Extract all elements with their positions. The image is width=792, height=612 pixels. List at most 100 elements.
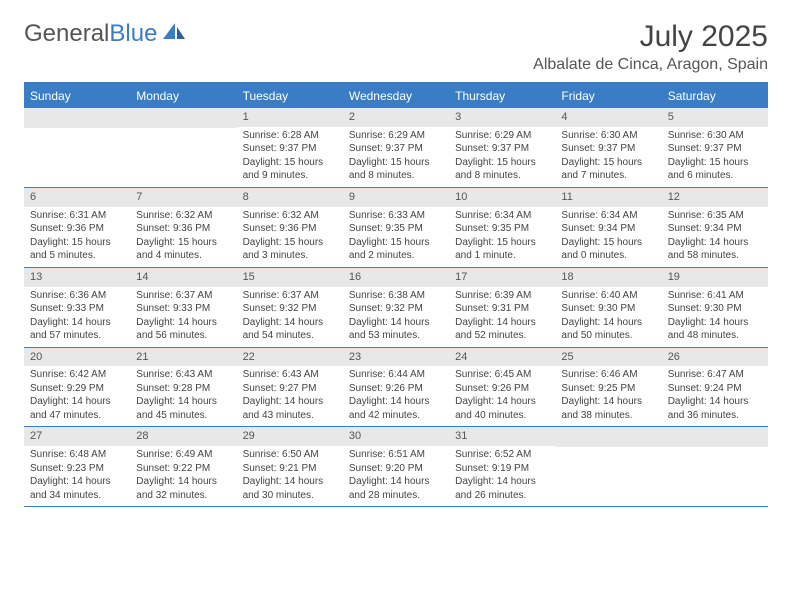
day-cell: 9Sunrise: 6:33 AMSunset: 9:35 PMDaylight… [343,188,449,267]
day-cell: 23Sunrise: 6:44 AMSunset: 9:26 PMDayligh… [343,348,449,427]
day-number: 25 [555,348,661,367]
day-cell: 3Sunrise: 6:29 AMSunset: 9:37 PMDaylight… [449,108,555,187]
day-cell: 22Sunrise: 6:43 AMSunset: 9:27 PMDayligh… [237,348,343,427]
day-number: 31 [449,427,555,446]
day-number: 19 [662,268,768,287]
daylight-text: Daylight: 15 hours and 2 minutes. [349,236,443,263]
sunset-text: Sunset: 9:26 PM [455,382,549,396]
sunset-text: Sunset: 9:25 PM [561,382,655,396]
day-number: 4 [555,108,661,127]
daylight-text: Daylight: 14 hours and 45 minutes. [136,395,230,422]
day-cell: 24Sunrise: 6:45 AMSunset: 9:26 PMDayligh… [449,348,555,427]
day-number: 13 [24,268,130,287]
day-cell: 27Sunrise: 6:48 AMSunset: 9:23 PMDayligh… [24,427,130,506]
day-body: Sunrise: 6:47 AMSunset: 9:24 PMDaylight:… [662,366,768,426]
sunset-text: Sunset: 9:37 PM [668,142,762,156]
sail-icon [161,20,187,48]
daylight-text: Daylight: 15 hours and 8 minutes. [349,156,443,183]
sunrise-text: Sunrise: 6:40 AM [561,289,655,303]
day-number: 6 [24,188,130,207]
sunset-text: Sunset: 9:23 PM [30,462,124,476]
daylight-text: Daylight: 14 hours and 52 minutes. [455,316,549,343]
daylight-text: Daylight: 14 hours and 50 minutes. [561,316,655,343]
day-body: Sunrise: 6:28 AMSunset: 9:37 PMDaylight:… [237,127,343,187]
day-cell: 21Sunrise: 6:43 AMSunset: 9:28 PMDayligh… [130,348,236,427]
day-number: 17 [449,268,555,287]
sunset-text: Sunset: 9:33 PM [136,302,230,316]
day-body: Sunrise: 6:30 AMSunset: 9:37 PMDaylight:… [662,127,768,187]
day-cell: 7Sunrise: 6:32 AMSunset: 9:36 PMDaylight… [130,188,236,267]
day-number: 22 [237,348,343,367]
daylight-text: Daylight: 14 hours and 32 minutes. [136,475,230,502]
day-body: Sunrise: 6:32 AMSunset: 9:36 PMDaylight:… [237,207,343,267]
day-number: 7 [130,188,236,207]
day-number: 14 [130,268,236,287]
sunrise-text: Sunrise: 6:34 AM [455,209,549,223]
day-number: 9 [343,188,449,207]
daylight-text: Daylight: 14 hours and 57 minutes. [30,316,124,343]
day-cell: 1Sunrise: 6:28 AMSunset: 9:37 PMDaylight… [237,108,343,187]
daylight-text: Daylight: 14 hours and 30 minutes. [243,475,337,502]
day-number: 24 [449,348,555,367]
day-number: 8 [237,188,343,207]
sunrise-text: Sunrise: 6:42 AM [30,368,124,382]
day-header-tue: Tuesday [237,84,343,108]
day-body: Sunrise: 6:33 AMSunset: 9:35 PMDaylight:… [343,207,449,267]
day-body: Sunrise: 6:37 AMSunset: 9:32 PMDaylight:… [237,287,343,347]
daylight-text: Daylight: 15 hours and 3 minutes. [243,236,337,263]
day-body: Sunrise: 6:29 AMSunset: 9:37 PMDaylight:… [343,127,449,187]
day-number: 16 [343,268,449,287]
daylight-text: Daylight: 14 hours and 40 minutes. [455,395,549,422]
day-body: Sunrise: 6:40 AMSunset: 9:30 PMDaylight:… [555,287,661,347]
day-body: Sunrise: 6:52 AMSunset: 9:19 PMDaylight:… [449,446,555,506]
day-cell: 26Sunrise: 6:47 AMSunset: 9:24 PMDayligh… [662,348,768,427]
sunset-text: Sunset: 9:35 PM [455,222,549,236]
day-header-row: Sunday Monday Tuesday Wednesday Thursday… [24,84,768,108]
day-cell: 25Sunrise: 6:46 AMSunset: 9:25 PMDayligh… [555,348,661,427]
sunset-text: Sunset: 9:22 PM [136,462,230,476]
sunset-text: Sunset: 9:34 PM [561,222,655,236]
daylight-text: Daylight: 14 hours and 43 minutes. [243,395,337,422]
day-cell [555,427,661,506]
daylight-text: Daylight: 15 hours and 5 minutes. [30,236,124,263]
day-number: 12 [662,188,768,207]
sunset-text: Sunset: 9:20 PM [349,462,443,476]
day-number [24,108,130,128]
day-cell: 17Sunrise: 6:39 AMSunset: 9:31 PMDayligh… [449,268,555,347]
sunrise-text: Sunrise: 6:48 AM [30,448,124,462]
sunset-text: Sunset: 9:29 PM [30,382,124,396]
sunrise-text: Sunrise: 6:43 AM [136,368,230,382]
sunset-text: Sunset: 9:19 PM [455,462,549,476]
daylight-text: Daylight: 15 hours and 0 minutes. [561,236,655,263]
day-cell: 19Sunrise: 6:41 AMSunset: 9:30 PMDayligh… [662,268,768,347]
sunrise-text: Sunrise: 6:39 AM [455,289,549,303]
day-body: Sunrise: 6:30 AMSunset: 9:37 PMDaylight:… [555,127,661,187]
day-number: 15 [237,268,343,287]
daylight-text: Daylight: 14 hours and 56 minutes. [136,316,230,343]
sunrise-text: Sunrise: 6:49 AM [136,448,230,462]
day-cell: 2Sunrise: 6:29 AMSunset: 9:37 PMDaylight… [343,108,449,187]
day-body: Sunrise: 6:49 AMSunset: 9:22 PMDaylight:… [130,446,236,506]
week-row: 6Sunrise: 6:31 AMSunset: 9:36 PMDaylight… [24,188,768,268]
day-number [555,427,661,447]
day-body: Sunrise: 6:50 AMSunset: 9:21 PMDaylight:… [237,446,343,506]
sunset-text: Sunset: 9:32 PM [349,302,443,316]
day-cell: 6Sunrise: 6:31 AMSunset: 9:36 PMDaylight… [24,188,130,267]
sunset-text: Sunset: 9:36 PM [243,222,337,236]
day-body: Sunrise: 6:37 AMSunset: 9:33 PMDaylight:… [130,287,236,347]
day-number: 30 [343,427,449,446]
brand-logo: GeneralBlue [24,20,187,48]
day-body: Sunrise: 6:41 AMSunset: 9:30 PMDaylight:… [662,287,768,347]
title-block: July 2025 Albalate de Cinca, Aragon, Spa… [533,20,768,74]
day-number: 2 [343,108,449,127]
day-cell: 14Sunrise: 6:37 AMSunset: 9:33 PMDayligh… [130,268,236,347]
day-cell: 12Sunrise: 6:35 AMSunset: 9:34 PMDayligh… [662,188,768,267]
day-cell: 8Sunrise: 6:32 AMSunset: 9:36 PMDaylight… [237,188,343,267]
day-number: 5 [662,108,768,127]
day-number: 21 [130,348,236,367]
day-cell: 31Sunrise: 6:52 AMSunset: 9:19 PMDayligh… [449,427,555,506]
day-cell [24,108,130,187]
sunrise-text: Sunrise: 6:31 AM [30,209,124,223]
sunset-text: Sunset: 9:34 PM [668,222,762,236]
sunrise-text: Sunrise: 6:36 AM [30,289,124,303]
